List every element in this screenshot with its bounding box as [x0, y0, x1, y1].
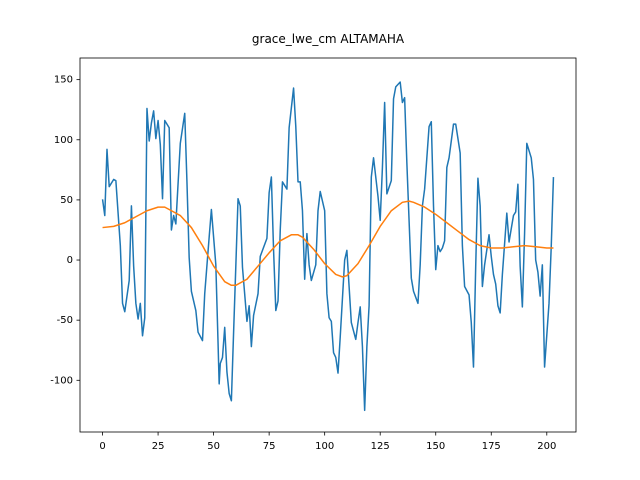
- x-tick-label: 100: [315, 441, 334, 452]
- y-tick-label: 150: [54, 75, 73, 86]
- y-tick-label: 100: [54, 135, 73, 146]
- data-line: [102, 200, 554, 287]
- x-tick-label: 200: [537, 441, 556, 452]
- x-tick-label: 0: [99, 441, 105, 452]
- chart-title: grace_lwe_cm ALTAMAHA: [252, 32, 405, 46]
- y-tick-label: -50: [57, 315, 73, 326]
- x-tick-label: 175: [482, 441, 501, 452]
- x-tick-label: 75: [263, 441, 276, 452]
- x-tick-label: 125: [371, 441, 390, 452]
- x-tick-label: 50: [207, 441, 220, 452]
- y-tick-label: 0: [67, 255, 73, 266]
- plot-frame: [79, 57, 577, 433]
- x-tick-label: 25: [152, 441, 165, 452]
- y-tick-label: -100: [50, 375, 73, 386]
- x-tick-label: 150: [426, 441, 445, 452]
- data-line: [101, 81, 555, 412]
- y-tick-label: 50: [60, 195, 73, 206]
